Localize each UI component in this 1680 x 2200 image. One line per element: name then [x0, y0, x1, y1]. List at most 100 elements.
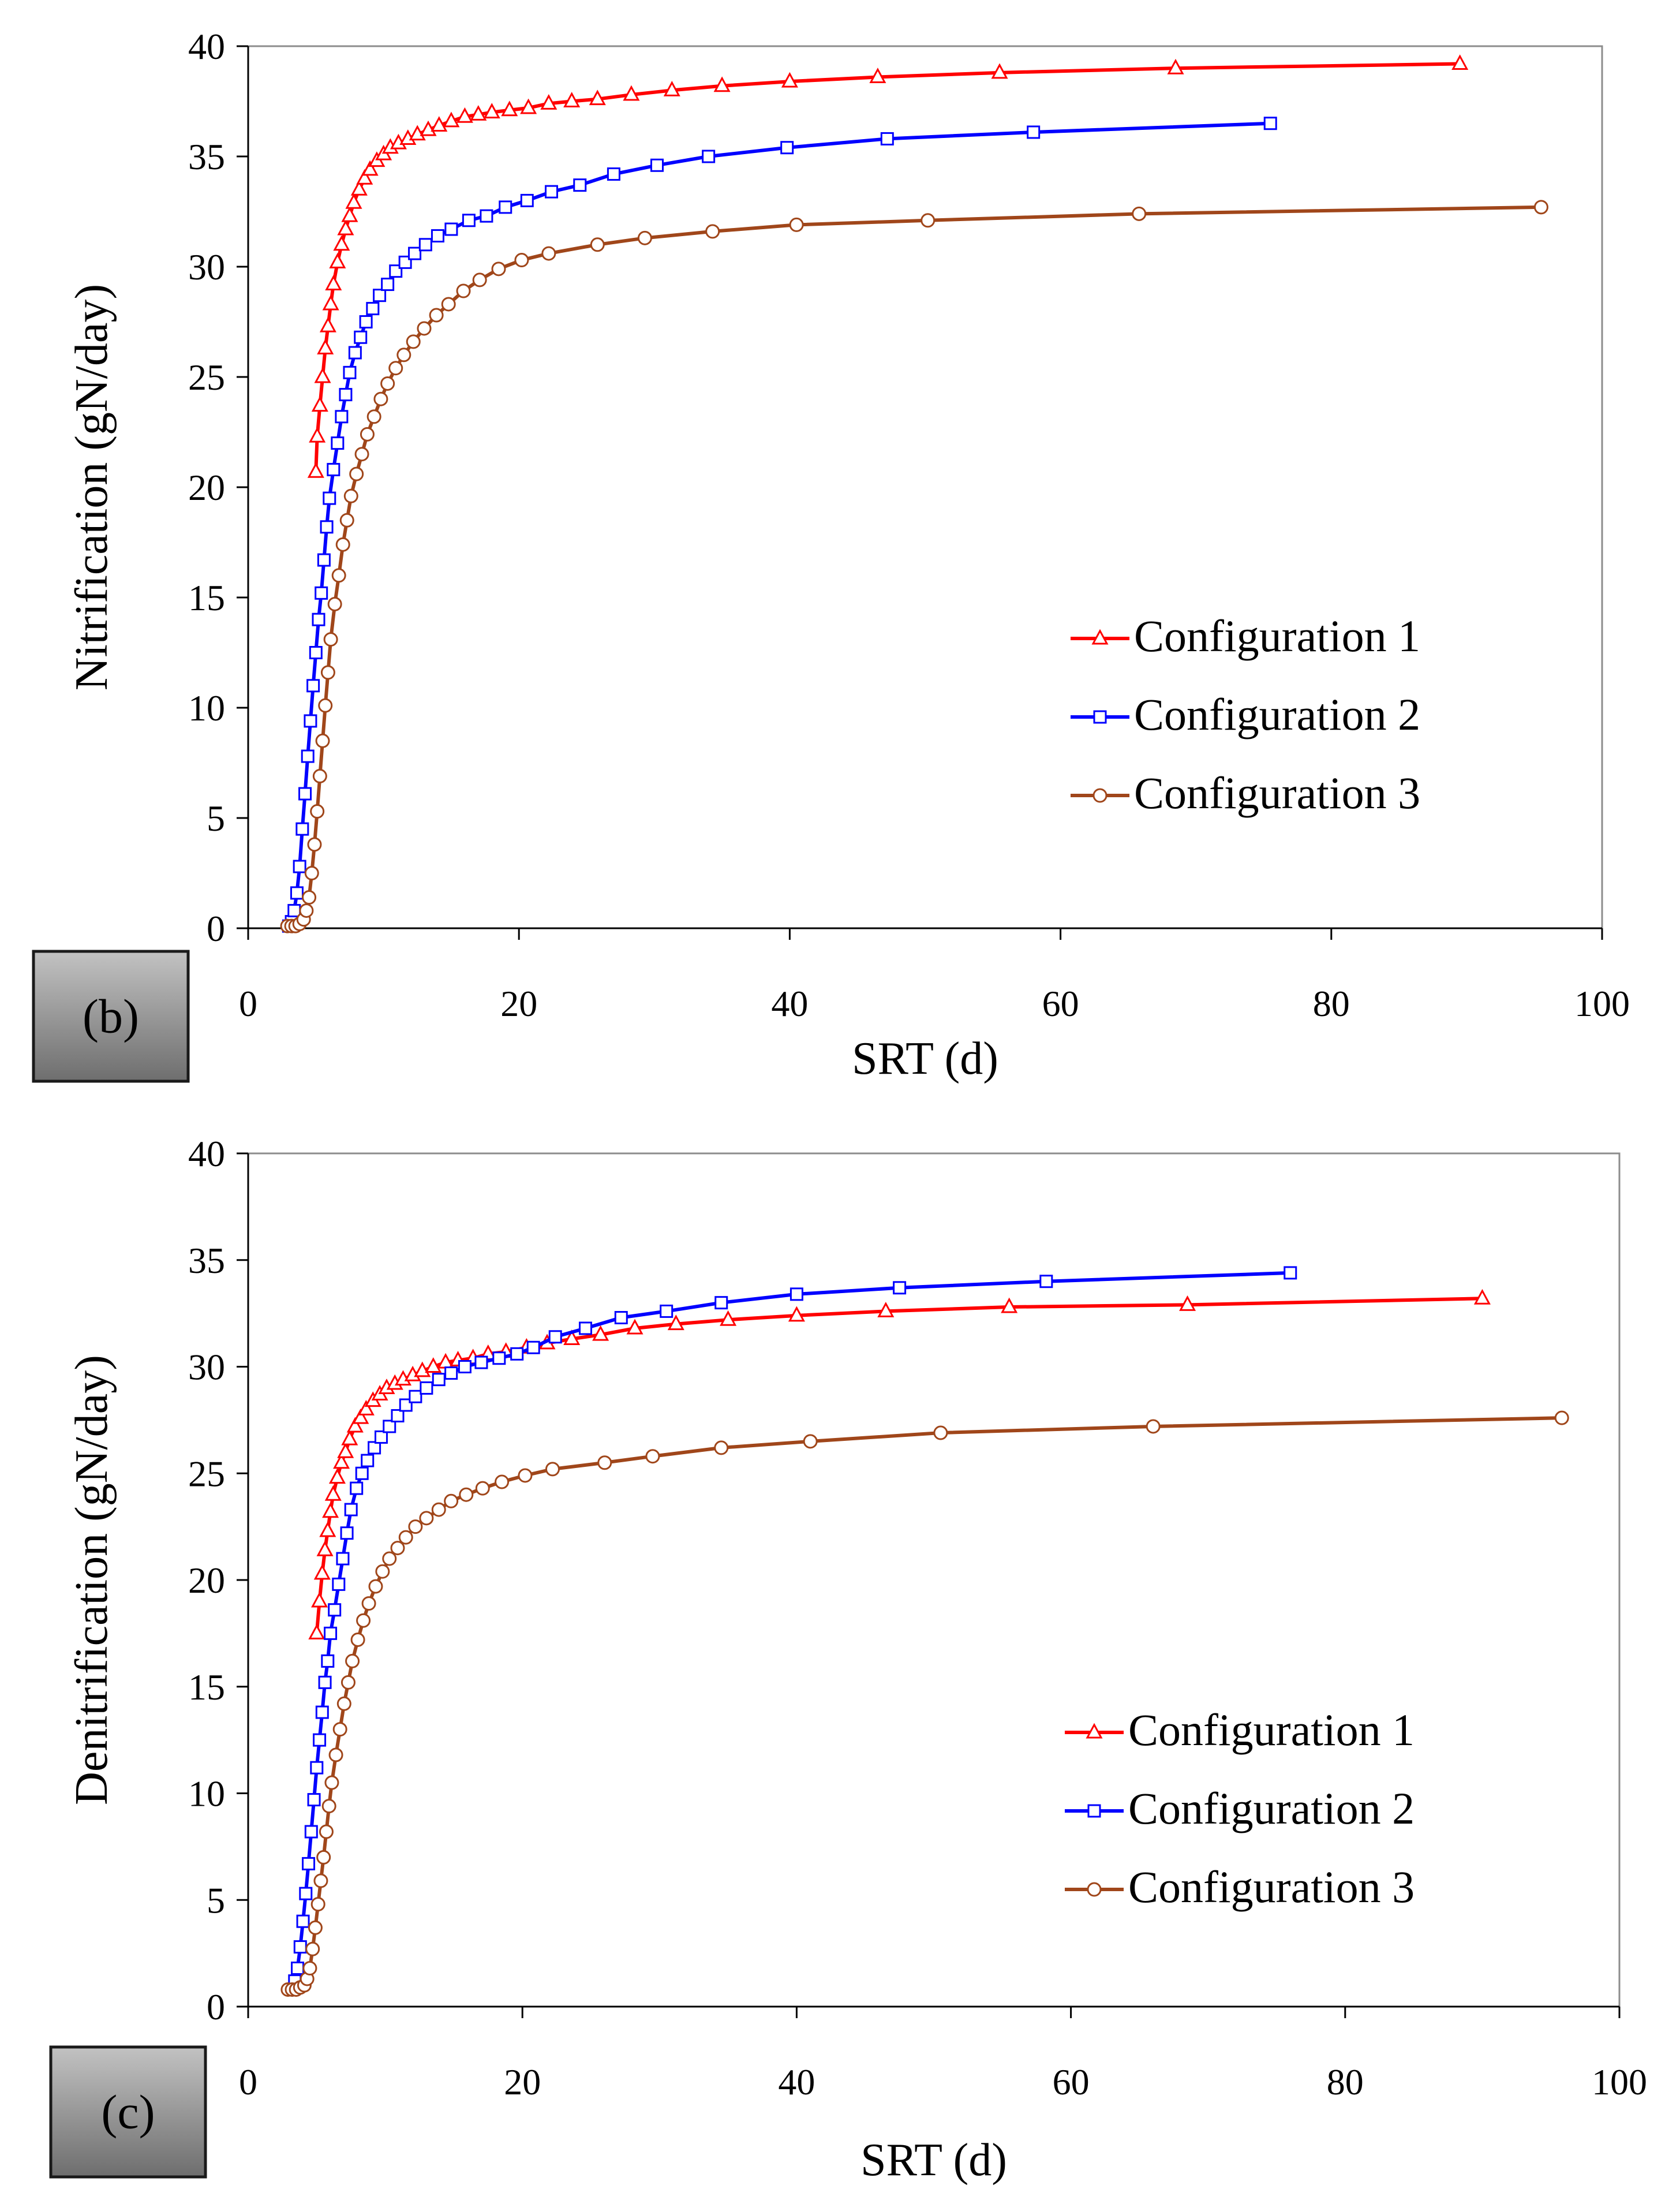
y-tick-label: 10	[188, 688, 225, 729]
series-2	[282, 117, 1277, 933]
data-point	[327, 462, 341, 476]
x-tick-label: 100	[1592, 2061, 1647, 2102]
data-point	[545, 1462, 560, 1477]
data-point	[366, 302, 380, 316]
data-point	[345, 193, 362, 209]
data-point	[470, 105, 487, 121]
data-point	[788, 1306, 805, 1322]
data-point	[645, 1449, 660, 1464]
data-point	[1027, 125, 1041, 139]
data-point	[315, 586, 328, 600]
data-point	[341, 1429, 358, 1445]
data-point	[298, 787, 312, 801]
data-point	[472, 272, 487, 287]
data-point	[310, 1761, 324, 1775]
data-point	[714, 1440, 729, 1455]
series-3	[280, 1410, 1569, 1997]
panel-label: (c)	[101, 2086, 155, 2139]
data-point	[336, 1552, 350, 1566]
y-tick-label: 5	[207, 1880, 225, 1921]
data-point	[483, 103, 500, 119]
legend-entry: Configuration 3	[1065, 1862, 1415, 1912]
data-point	[396, 348, 411, 363]
data-point	[296, 1914, 310, 1928]
data-point	[419, 1511, 434, 1526]
legend-label: Configuration 2	[1128, 1783, 1415, 1833]
data-point	[359, 315, 373, 328]
data-point	[361, 1596, 376, 1611]
data-point	[388, 361, 403, 376]
series-1	[307, 54, 1469, 478]
data-point	[713, 76, 731, 92]
data-point	[431, 116, 448, 132]
data-point	[354, 447, 369, 462]
data-point	[589, 89, 606, 106]
data-point	[302, 1857, 316, 1870]
data-point	[650, 158, 664, 172]
data-point	[337, 219, 354, 236]
data-point	[429, 308, 444, 323]
data-point	[336, 1696, 351, 1711]
data-point	[667, 1314, 684, 1331]
data-point	[319, 316, 336, 333]
data-point	[322, 1502, 339, 1518]
data-point	[366, 409, 381, 424]
data-point	[921, 213, 936, 228]
data-point	[331, 436, 345, 450]
data-point	[315, 733, 330, 748]
data-point	[869, 68, 886, 83]
legend-label: Configuration 1	[1128, 1705, 1415, 1755]
data-point	[291, 1961, 305, 1975]
data-point	[444, 222, 458, 236]
legend-marker	[1086, 1723, 1103, 1739]
y-tick-label: 25	[188, 357, 225, 398]
data-point	[623, 85, 640, 101]
data-point	[375, 1564, 390, 1579]
legend-marker	[1091, 629, 1109, 645]
data-point	[408, 1519, 423, 1534]
data-point	[301, 749, 315, 763]
data-point	[373, 391, 388, 406]
data-point	[361, 160, 379, 176]
x-tick-label: 40	[778, 2061, 815, 2102]
data-point	[293, 1940, 307, 1954]
data-point	[417, 321, 432, 336]
y-tick-label: 35	[188, 1240, 225, 1281]
series-1	[308, 1288, 1491, 1639]
x-axis-title: SRT (d)	[860, 2135, 1007, 2186]
data-point	[332, 1577, 346, 1591]
y-tick-label: 20	[188, 467, 225, 508]
data-point	[578, 1321, 592, 1335]
data-point	[313, 1733, 327, 1747]
x-tick-label: 60	[1042, 983, 1079, 1024]
data-point	[548, 1330, 562, 1344]
data-point	[720, 1310, 737, 1326]
data-point	[514, 253, 529, 268]
data-point	[302, 890, 317, 905]
data-point	[705, 224, 720, 239]
data-point	[343, 488, 358, 503]
data-point	[339, 513, 354, 528]
data-point	[350, 1632, 365, 1647]
data-point	[354, 330, 368, 344]
legend-label: Configuration 3	[1134, 768, 1420, 818]
y-tick-label: 30	[188, 246, 225, 287]
data-point	[781, 72, 798, 88]
data-point	[1451, 54, 1469, 70]
data-point	[350, 180, 368, 196]
data-point	[339, 388, 353, 402]
data-point	[462, 214, 476, 227]
data-point	[475, 1481, 490, 1496]
data-point	[480, 209, 493, 223]
data-point	[307, 837, 322, 852]
data-point	[315, 1705, 329, 1719]
data-point	[1179, 1295, 1196, 1311]
data-point	[418, 238, 432, 252]
data-point	[307, 462, 324, 478]
data-point	[316, 1850, 331, 1865]
legend-label: Configuration 1	[1134, 611, 1420, 661]
data-point	[319, 1521, 336, 1537]
data-point	[597, 1455, 612, 1470]
data-point	[322, 294, 339, 311]
data-point	[780, 141, 794, 155]
